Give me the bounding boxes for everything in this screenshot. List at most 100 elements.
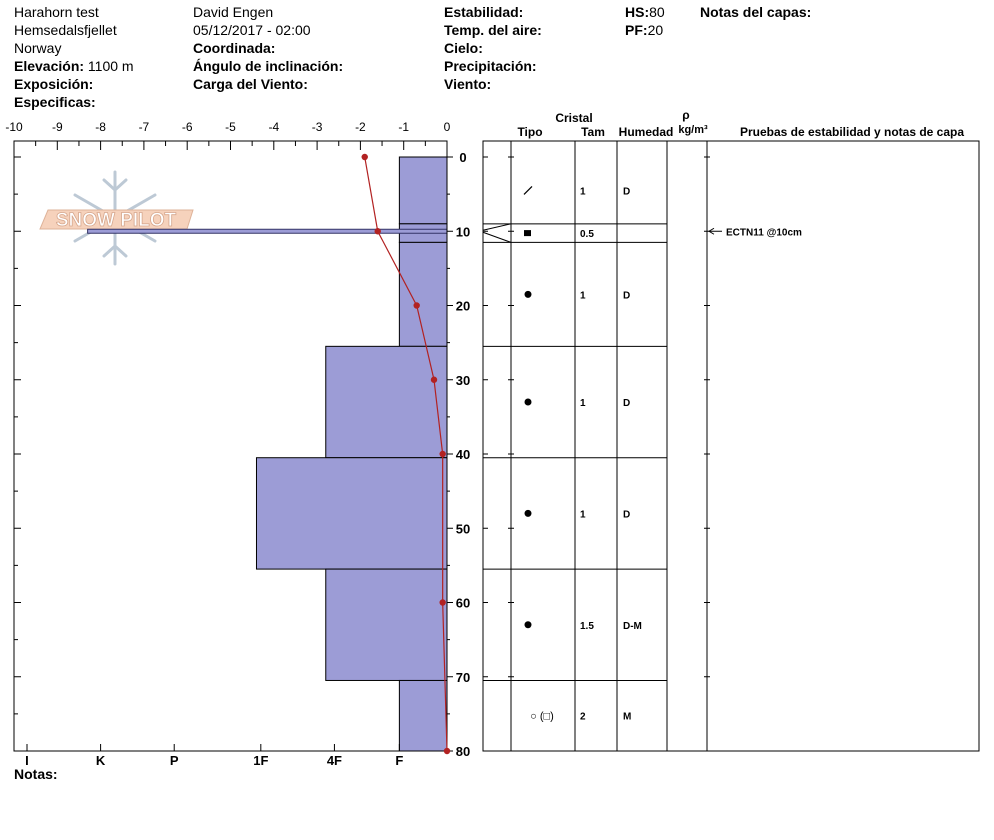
grain-type-symbol: ○ (□) <box>530 711 554 723</box>
hardness-bar <box>398 679 448 752</box>
grain-size: 0.5 <box>580 229 594 240</box>
stability-label: Estabilidad: <box>444 4 524 20</box>
moisture-header: Humedad <box>619 125 674 139</box>
type-header: Tipo <box>517 125 542 139</box>
pf-label: PF: <box>625 22 648 38</box>
moisture-value: D <box>623 509 630 520</box>
temp-tick-label: -2 <box>355 120 366 134</box>
coordinate-label: Coordinada: <box>193 40 276 56</box>
elevation-row: Elevación: 1100 m <box>14 58 134 74</box>
hardness-bar <box>325 345 448 459</box>
test-arrow-head <box>708 227 715 235</box>
grain-size: 1 <box>580 186 586 197</box>
slope-angle-label: Ángulo de inclinación: <box>193 58 344 74</box>
hardness-temperature-plot: -10 -9 -8 -7 -6 -5 -4 -3 -2 -1 001020304050607080I… <box>5 120 470 768</box>
observer-name: David Engen <box>193 4 274 20</box>
table-frame <box>482 140 980 752</box>
hardness-label: F <box>395 753 403 768</box>
grain-size: 1 <box>580 509 586 520</box>
crystal-header: Cristal <box>555 111 592 125</box>
grain-size: 2 <box>580 712 586 723</box>
temperature-point <box>374 228 381 235</box>
area-name: Hemsedalsfjellet <box>14 22 117 38</box>
notes-label: Notas: <box>14 766 58 782</box>
grain-type-symbol <box>524 509 532 517</box>
temperature-point <box>430 376 438 383</box>
tests-header: Pruebas de estabilidad y notas de capa <box>740 125 964 139</box>
depth-tick-label: 40 <box>456 447 470 462</box>
hardness-bar <box>255 457 448 570</box>
temp-tick-label: -7 <box>139 120 150 134</box>
weak-layer-bar <box>87 228 448 234</box>
weak-layer-marker <box>482 223 512 231</box>
grain-type-symbol <box>524 290 532 298</box>
temperature-point <box>439 450 446 458</box>
moisture-value: D <box>623 186 630 197</box>
elevation-value: 1100 m <box>87 58 134 74</box>
weak-layer-marker <box>482 231 512 243</box>
hardness-label: I <box>25 753 29 768</box>
moisture-value: D <box>623 398 630 409</box>
grain-size: 1 <box>580 398 586 409</box>
specifics-label: Especificas: <box>14 94 96 110</box>
pf-value: 20 <box>647 22 664 38</box>
temp-tick-label: -3 <box>312 120 323 134</box>
grain-size: 1 <box>580 290 586 301</box>
country-name: Norway <box>14 40 62 56</box>
depth-tick-label: 20 <box>456 299 470 314</box>
pf-row: PF:20 <box>625 22 663 38</box>
stratigraphy-table: Cristal Tipo Tam Humedad ρ kg/m³ Pruebas de es… <box>482 108 980 752</box>
observation-datetime: 05/12/2017 - 02:00 <box>193 22 311 38</box>
temperature-point <box>413 302 420 309</box>
moisture-value: D <box>623 290 630 301</box>
temp-tick-label: -9 <box>52 120 63 134</box>
density-units: kg/m³ <box>678 124 708 136</box>
grain-type-symbol <box>524 621 532 629</box>
air-temp-label: Temp. del aire: <box>444 22 542 38</box>
exposure-label: Exposición: <box>14 76 94 92</box>
temperature-point <box>443 747 451 755</box>
temp-tick-label: -4 <box>268 120 279 134</box>
temp-tick-label: -8 <box>95 120 106 134</box>
elevation-label: Elevación: <box>14 58 85 74</box>
hs-label: HS: <box>625 4 650 20</box>
snowpilot-logo: SNOW PILOT <box>39 170 194 266</box>
moisture-value: M <box>623 712 631 723</box>
wind-label: Viento: <box>444 76 492 92</box>
moisture-value: D-M <box>623 621 642 632</box>
depth-tick-label: 60 <box>456 596 470 611</box>
hardness-label: 4F <box>327 753 342 768</box>
grain-type-symbol <box>524 398 532 406</box>
logo-text: SNOW PILOT <box>56 210 177 231</box>
temperature-point <box>361 153 368 161</box>
depth-tick-label: 70 <box>456 670 470 685</box>
depth-tick-label: 0 <box>459 150 466 165</box>
temp-tick-label: -10 <box>5 120 23 134</box>
hardness-label: 1F <box>253 753 268 768</box>
temp-tick-label: -6 <box>182 120 193 134</box>
hs-value: 80 <box>649 4 665 20</box>
hardness-label: P <box>170 753 179 768</box>
sky-label: Cielo: <box>444 40 483 56</box>
wind-load-label: Carga del Viento: <box>193 76 308 92</box>
depth-tick-label: 30 <box>456 373 470 388</box>
size-header: Tam <box>581 125 605 139</box>
stability-test-note: ECTN11 @10cm <box>726 227 802 238</box>
density-symbol: ρ <box>682 108 689 122</box>
layer-notes-label: Notas del capas: <box>700 4 812 20</box>
precipitation-label: Precipitación: <box>444 58 537 74</box>
hardness-bar <box>398 241 448 347</box>
grain-type-symbol <box>524 230 531 237</box>
temp-tick-label: -1 <box>398 120 409 134</box>
temp-tick-label: 0 <box>444 120 451 134</box>
hardness-label: K <box>96 753 106 768</box>
hardness-bar <box>398 156 448 225</box>
depth-tick-label: 80 <box>456 744 470 759</box>
depth-tick-label: 10 <box>456 224 470 239</box>
grain-type-symbol <box>523 185 533 195</box>
depth-tick-label: 50 <box>456 521 470 536</box>
grain-size: 1.5 <box>580 621 594 632</box>
hardness-bar <box>325 568 448 681</box>
hs-row: HS:80 <box>625 4 665 20</box>
